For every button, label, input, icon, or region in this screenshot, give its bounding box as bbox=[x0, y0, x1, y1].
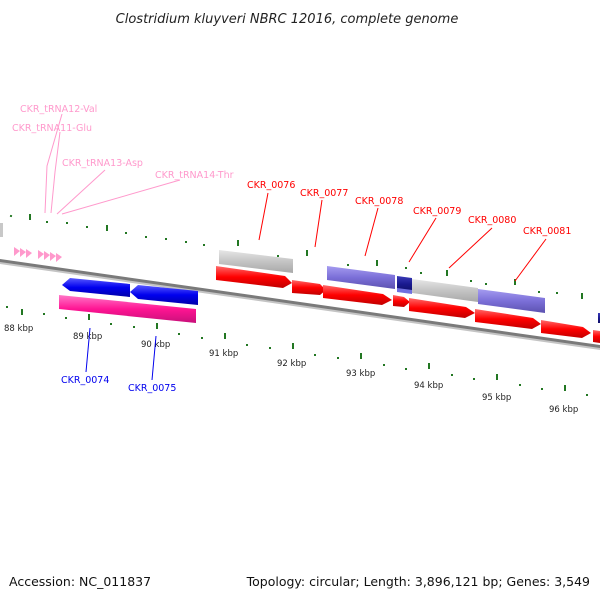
cds-arrow bbox=[292, 280, 326, 295]
forward-track-inner bbox=[216, 266, 600, 343]
major-tick bbox=[564, 385, 566, 391]
cds-labels-top: CKR_0076 CKR_0077 CKR_0078 CKR_0079 CKR_… bbox=[247, 180, 571, 282]
summary-text: Topology: circular; Length: 3,896,121 bp… bbox=[246, 574, 590, 589]
forward-track-outer bbox=[219, 250, 600, 323]
tick-label-94: 94 kbp bbox=[414, 381, 443, 391]
label-trna11: CKR_tRNA11-Glu bbox=[12, 123, 92, 134]
label-ckr-0081: CKR_0081 bbox=[523, 226, 571, 237]
label-trna12: CKR_tRNA12-Val bbox=[20, 104, 97, 115]
gene-ckr-0079-bar bbox=[397, 276, 412, 292]
cds-arrow bbox=[593, 330, 600, 343]
trna-features bbox=[14, 247, 62, 262]
trna-labels: CKR_tRNA12-Val CKR_tRNA11-Glu CKR_tRNA13… bbox=[12, 104, 234, 215]
cds-arrow bbox=[541, 320, 591, 338]
cds-arrow bbox=[216, 266, 292, 288]
gene-ckr-0081-bar bbox=[478, 289, 545, 313]
gene-ckr-0079b-bar bbox=[397, 288, 412, 294]
major-tick bbox=[292, 343, 294, 349]
cds-arrow bbox=[323, 285, 392, 305]
major-tick bbox=[581, 293, 583, 299]
gene-ckr-0080-bar bbox=[412, 279, 478, 302]
major-tick bbox=[496, 374, 498, 380]
tick-label-96: 96 kbp bbox=[549, 405, 578, 415]
label-ckr-0074: CKR_0074 bbox=[61, 375, 109, 386]
tick-label-89: 89 kbp bbox=[73, 332, 102, 342]
gene-ckr-0074-arrow bbox=[62, 278, 130, 297]
major-tick bbox=[106, 225, 108, 231]
gene-pink-bar bbox=[59, 295, 196, 323]
major-tick bbox=[21, 309, 23, 315]
tick-label-88: 88 kbp bbox=[4, 324, 33, 334]
inner-tick-ring bbox=[6, 306, 588, 396]
major-tick bbox=[237, 240, 239, 246]
label-ckr-0075: CKR_0075 bbox=[128, 383, 176, 394]
label-trna14: CKR_tRNA14-Thr bbox=[155, 170, 234, 181]
reverse-track bbox=[59, 278, 198, 323]
map-title: Clostridium kluyveri NBRC 12016, complet… bbox=[116, 12, 459, 27]
accession-text: Accession: NC_011837 bbox=[9, 574, 151, 589]
major-tick bbox=[156, 323, 158, 329]
major-tick bbox=[360, 353, 362, 359]
cds-labels-bottom: CKR_0074 CKR_0075 bbox=[61, 327, 176, 394]
major-tick bbox=[224, 333, 226, 339]
gene-ckr-0076-bar bbox=[219, 250, 293, 273]
major-tick bbox=[29, 214, 31, 220]
major-tick bbox=[428, 363, 430, 369]
major-tick bbox=[446, 270, 448, 276]
label-ckr-0077: CKR_0077 bbox=[300, 188, 348, 199]
label-ckr-0078: CKR_0078 bbox=[355, 196, 403, 207]
tick-label-91: 91 kbp bbox=[209, 349, 238, 359]
cds-arrow bbox=[475, 309, 541, 329]
gene-ckr-0075-arrow bbox=[130, 285, 198, 305]
major-tick bbox=[376, 260, 378, 266]
label-ckr-0076: CKR_0076 bbox=[247, 180, 295, 191]
cds-arrow bbox=[393, 295, 410, 307]
label-trna13: CKR_tRNA13-Asp bbox=[62, 158, 143, 169]
label-ckr-0080: CKR_0080 bbox=[468, 215, 516, 226]
gene-ckr-0078-bar bbox=[327, 266, 395, 289]
label-ckr-0079: CKR_0079 bbox=[413, 206, 461, 217]
outer-tick-ring bbox=[9, 214, 583, 299]
tick-labels: 88 kbp 89 kbp 90 kbp 91 kbp 92 kbp 93 kb… bbox=[4, 324, 578, 415]
tick-label-93: 93 kbp bbox=[346, 369, 375, 379]
tick-label-92: 92 kbp bbox=[277, 359, 306, 369]
major-tick bbox=[306, 250, 308, 256]
major-tick bbox=[514, 279, 516, 285]
tick-label-95: 95 kbp bbox=[482, 393, 511, 403]
major-tick bbox=[88, 314, 90, 320]
cds-arrow bbox=[409, 298, 475, 318]
